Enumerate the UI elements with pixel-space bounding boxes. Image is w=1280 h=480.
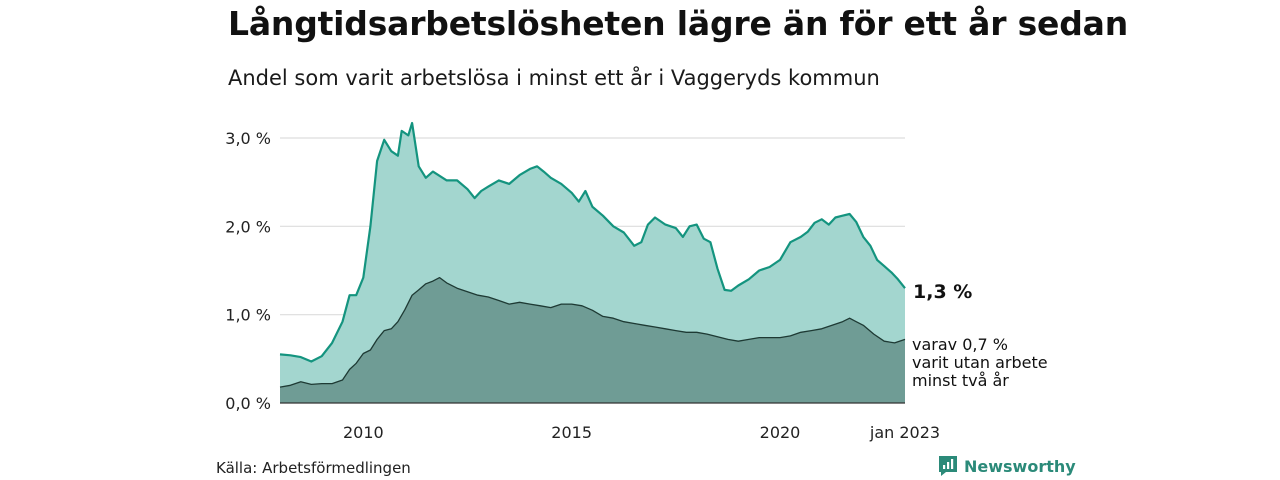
end-label-longterm-line: varav 0,7 % bbox=[912, 335, 1008, 354]
chart-areas bbox=[279, 121, 906, 403]
y-tick-label: 2,0 % bbox=[225, 217, 271, 236]
x-tick-label: 2015 bbox=[551, 423, 592, 442]
y-tick-label: 3,0 % bbox=[225, 129, 271, 148]
end-label-total: 1,3 % bbox=[913, 281, 972, 303]
area-longterm bbox=[280, 277, 905, 403]
x-tick-label: 2010 bbox=[343, 423, 384, 442]
x-tick-label: 2020 bbox=[760, 423, 801, 442]
brand-name: Newsworthy bbox=[964, 456, 1076, 476]
line-total bbox=[279, 121, 906, 363]
end-label-longterm-line: varit utan arbete bbox=[912, 353, 1048, 372]
y-tick-label: 1,0 % bbox=[225, 306, 271, 325]
source-note: Källa: Arbetsförmedlingen bbox=[216, 459, 411, 477]
newsworthy-logo-icon bbox=[939, 456, 957, 476]
chart-subtitle: Andel som varit arbetslösa i minst ett å… bbox=[228, 66, 880, 90]
brand-logo[interactable]: Newsworthy bbox=[938, 455, 1076, 477]
end-label-longterm-line: minst två år bbox=[912, 371, 1009, 390]
chart-title: Långtidsarbetslösheten lägre än för ett … bbox=[228, 4, 1129, 43]
line-longterm bbox=[279, 276, 906, 388]
chart-axes: 0,0 % 1,0 % 2,0 % 3,0 % 2010 2015 2020 jan 2023 bbox=[225, 129, 940, 442]
x-tick-label: jan 2023 bbox=[869, 423, 940, 442]
y-tick-label: 0,0 % bbox=[225, 394, 271, 413]
